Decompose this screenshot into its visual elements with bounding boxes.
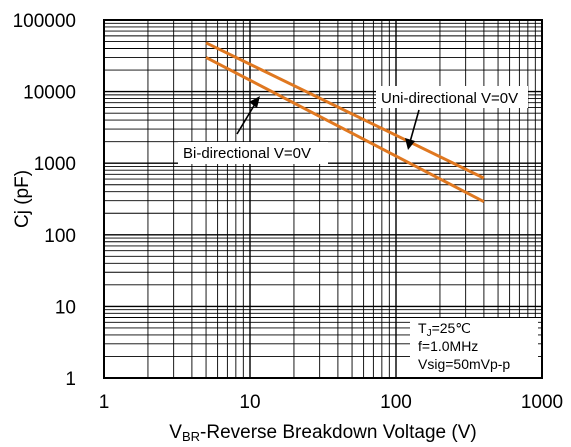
uni-arrow-line: [409, 109, 420, 143]
bi-arrow-head: [249, 96, 260, 108]
uni-label-box: [376, 86, 528, 108]
bi-directional-label: Bi-directional V=0V: [183, 145, 311, 162]
y-tick-label: 1000: [34, 154, 76, 175]
x-tick-label: 100: [380, 392, 412, 413]
uni-directional-label: Uni-directional V=0V: [381, 90, 518, 107]
test-conditions: TJ=25℃ f=1.0MHz Vsig=50mVp-p: [410, 318, 538, 378]
x-tick-label: 1: [99, 392, 110, 413]
conditions-box: [410, 318, 538, 378]
frequency-condition: f=1.0MHz: [418, 338, 478, 354]
uni-arrow-head: [405, 138, 415, 150]
tj-condition: TJ=25℃: [418, 320, 471, 339]
y-axis-title: Cj (pF): [12, 170, 33, 228]
plot-frame: [103, 19, 543, 379]
y-tick-label: 1: [65, 369, 76, 390]
y-tick-label: 100000: [13, 11, 76, 32]
x-tick-label: 10: [239, 392, 260, 413]
x-axis-title: VBR-Reverse Breakdown Voltage (V): [169, 422, 476, 444]
series-lines: [205, 41, 485, 204]
callout-labels: Uni-directional V=0V Bi-directional V=0V: [178, 86, 528, 164]
bi-directional-line: [205, 56, 485, 204]
y-tick-label: 100: [44, 226, 76, 247]
vsig-condition: Vsig=50mVp-p: [418, 356, 510, 372]
y-tick-label: 10: [55, 297, 76, 318]
uni-directional-line: [205, 41, 485, 180]
y-tick-label: 10000: [23, 83, 76, 104]
x-tick-label: 1000: [521, 392, 563, 413]
bi-arrow-line: [236, 103, 256, 135]
tick-labels: 1 10 100 1000 1 10 100 1000 10000 100000: [13, 11, 564, 413]
bi-label-box: [178, 142, 328, 164]
